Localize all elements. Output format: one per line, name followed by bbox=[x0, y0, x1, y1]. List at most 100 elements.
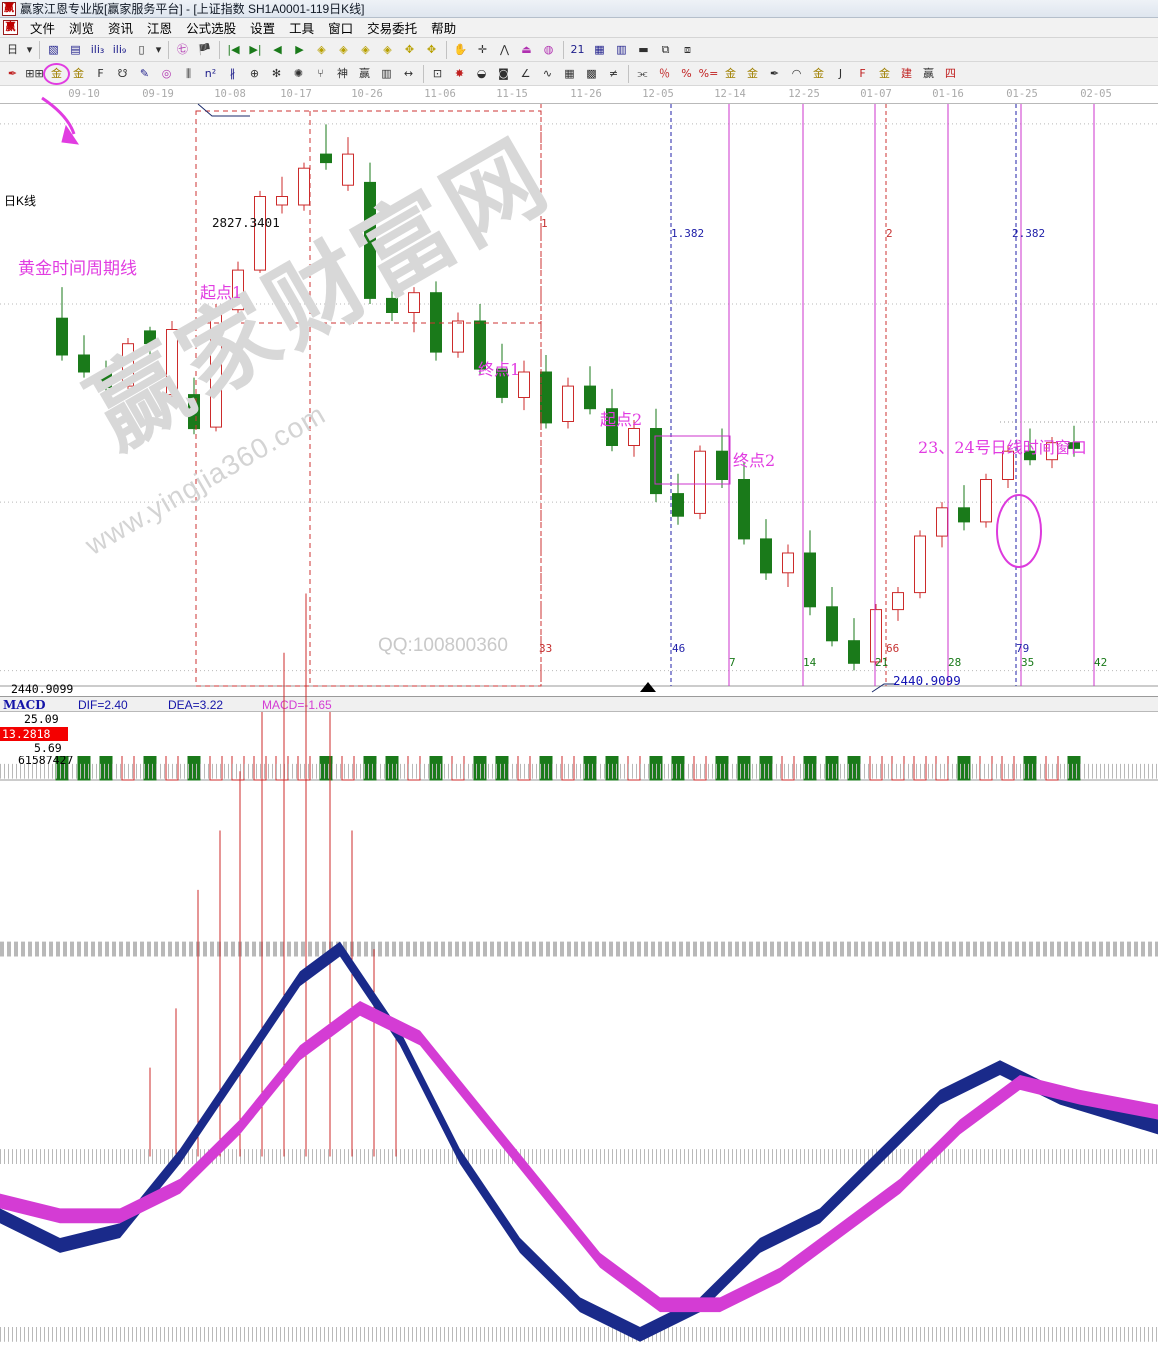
macd-plot[interactable]: 25.09 5.69 bbox=[0, 593, 1158, 1342]
menu-item-gann[interactable]: 江恩 bbox=[147, 22, 173, 36]
calendar-icon[interactable]: 21 bbox=[570, 43, 585, 56]
circle-grid-icon[interactable]: ◎ bbox=[161, 67, 172, 80]
scale-icon[interactable]: ⫘ bbox=[637, 67, 648, 80]
zoom-h2-icon[interactable]: ◈ bbox=[339, 43, 348, 56]
n2-icon[interactable]: n² bbox=[204, 67, 217, 80]
zoom-reset-icon[interactable]: ✥ bbox=[426, 43, 437, 56]
grid-cols-icon[interactable]: ⫼ bbox=[185, 67, 192, 80]
candle-body bbox=[188, 394, 200, 430]
first-page-icon[interactable]: |◀ bbox=[227, 43, 240, 56]
hm-icon[interactable]: ⑂ bbox=[317, 67, 324, 80]
report-icon[interactable]: ▤ bbox=[70, 43, 81, 56]
box-chart-icon[interactable]: ⊡ bbox=[432, 67, 443, 80]
last-page-icon[interactable]: ▶| bbox=[249, 43, 262, 56]
network-icon[interactable]: ⧈ bbox=[684, 43, 691, 56]
menu-item-window[interactable]: 窗口 bbox=[328, 22, 354, 36]
gold-line-icon[interactable]: 金 bbox=[747, 67, 758, 80]
gold-fan2-icon[interactable]: 金 bbox=[879, 67, 890, 80]
indicator-3-icon[interactable]: ili₃ bbox=[90, 43, 105, 56]
zoom-h-icon[interactable]: ◈ bbox=[317, 43, 326, 56]
menu-item-browse[interactable]: 浏览 bbox=[69, 22, 95, 36]
menu-item-tools[interactable]: 工具 bbox=[289, 22, 315, 36]
pen-red-icon[interactable]: ✒ bbox=[7, 67, 18, 80]
prev-icon[interactable]: ◀ bbox=[273, 43, 282, 56]
pen-measure-icon[interactable]: ✒ bbox=[769, 67, 780, 80]
fan-red-icon[interactable]: ✸ bbox=[454, 67, 465, 80]
zigzag-icon[interactable]: ∿ bbox=[542, 67, 553, 80]
fan-circle-icon[interactable]: ◒ bbox=[476, 67, 487, 80]
f-fan-icon[interactable]: F bbox=[859, 67, 866, 80]
zoom-v-icon[interactable]: ◈ bbox=[361, 43, 370, 56]
menu-item-settings[interactable]: 设置 bbox=[250, 22, 276, 36]
gann-f-icon[interactable]: F bbox=[97, 67, 104, 80]
colorflag-icon[interactable]: 🏴 bbox=[197, 43, 212, 56]
crosshair-icon[interactable]: ✛ bbox=[477, 43, 488, 56]
shen-grid-icon[interactable]: 神 bbox=[337, 67, 348, 80]
parallel-icon[interactable]: ≠ bbox=[608, 67, 619, 80]
menu-item-news[interactable]: 资讯 bbox=[108, 22, 134, 36]
macd-canvas bbox=[0, 593, 1158, 1342]
candlestick-plot[interactable]: 赢家财富网 www.yingjia360.com QQ:100800360 黄金… bbox=[0, 96, 1158, 781]
cycle-bottom-label-5: 21 bbox=[875, 656, 889, 669]
ying-fan-icon[interactable]: 赢 bbox=[923, 67, 934, 80]
gold-price-cycle-icon[interactable]: 金 bbox=[73, 67, 84, 80]
period-dropdown-arrow[interactable]: ▾ bbox=[26, 43, 33, 56]
zoom-both-icon[interactable]: ✥ bbox=[404, 43, 415, 56]
spiral-icon[interactable]: ☋ bbox=[117, 67, 128, 80]
ruler-icon[interactable]: ▥ bbox=[381, 67, 392, 80]
gold-time-cycle-icon[interactable]: 金 bbox=[43, 62, 70, 85]
star-icon[interactable]: ✻ bbox=[271, 67, 282, 80]
hand-tool-icon[interactable]: ✋ bbox=[453, 43, 468, 56]
chart-area[interactable]: 09-10 09-19 10-08 10-17 10-26 11-06 11-15 11-26… bbox=[0, 86, 1158, 781]
arc-icon[interactable]: ◠ bbox=[791, 67, 802, 80]
candle-dropdown-arrow[interactable]: ▾ bbox=[155, 43, 162, 56]
si-fan-icon[interactable]: 四 bbox=[945, 67, 956, 80]
angle-icon[interactable]: ∦ bbox=[229, 67, 236, 80]
candle-body bbox=[100, 371, 112, 389]
grid-table-icon[interactable]: ▦ bbox=[594, 43, 605, 56]
multi-chart-icon[interactable]: ▧ bbox=[48, 43, 59, 56]
highlight-ellipse bbox=[43, 62, 70, 85]
price-tag-0: 2827.3401 bbox=[212, 215, 280, 230]
candle-icon[interactable]: ▯ bbox=[138, 43, 145, 56]
period-day-button[interactable]: 日 bbox=[7, 43, 18, 56]
date-tick-12: 01-16 bbox=[932, 88, 964, 100]
indicator-9-icon[interactable]: ili₉ bbox=[112, 43, 127, 56]
date-tick-6: 11-15 bbox=[496, 88, 528, 100]
notebook-icon[interactable]: ▥ bbox=[616, 43, 627, 56]
percent-chart-icon[interactable]: ％ bbox=[659, 67, 670, 80]
menu-item-trade[interactable]: 交易委托 bbox=[367, 22, 418, 36]
gold-ratio-icon[interactable]: 金 bbox=[725, 67, 736, 80]
pen-blue-icon[interactable]: ✎ bbox=[139, 67, 150, 80]
hspan-icon[interactable]: ↔ bbox=[403, 67, 414, 80]
percent-line-icon[interactable]: %= bbox=[698, 67, 719, 80]
percent-icon[interactable]: % bbox=[681, 67, 692, 80]
trend-line-icon[interactable]: ∠ bbox=[520, 67, 531, 80]
menu-item-help[interactable]: 帮助 bbox=[431, 22, 457, 36]
grid-b-icon[interactable]: ▩ bbox=[586, 67, 597, 80]
next-icon[interactable]: ▶ bbox=[295, 43, 304, 56]
gann-grid-icon[interactable]: ⊞⊞ bbox=[25, 67, 44, 80]
draw-line-icon[interactable]: ⋀ bbox=[499, 43, 510, 56]
menu-item-file[interactable]: 文件 bbox=[30, 22, 56, 36]
ying-grid-icon[interactable]: 赢 bbox=[359, 67, 370, 80]
gold-fan-icon[interactable]: 金 bbox=[813, 67, 824, 80]
save-icon[interactable]: ▬ bbox=[638, 43, 649, 56]
jian-fan-icon[interactable]: 建 bbox=[901, 67, 912, 80]
gann-fan-icon[interactable]: ㊆ bbox=[177, 43, 188, 56]
date-tick-3: 10-17 bbox=[280, 88, 312, 100]
macd-y-top: 25.09 bbox=[24, 712, 59, 726]
brain-icon[interactable]: ◍ bbox=[543, 43, 554, 56]
grid-a-icon[interactable]: ▦ bbox=[564, 67, 575, 80]
zoom-v2-icon[interactable]: ◈ bbox=[383, 43, 392, 56]
date-tick-1: 09-19 bbox=[142, 88, 174, 100]
target-icon[interactable]: ⊕ bbox=[249, 67, 260, 80]
copy-icon[interactable]: ⧉ bbox=[661, 43, 670, 56]
j-fan-icon[interactable]: J bbox=[838, 67, 843, 80]
menu-item-formula-stock-pick[interactable]: 公式选股 bbox=[186, 22, 237, 36]
star2-icon[interactable]: ✺ bbox=[293, 67, 304, 80]
draw-shape-icon[interactable]: ⏏ bbox=[521, 43, 532, 56]
fan-box-icon[interactable]: ◙ bbox=[498, 67, 509, 80]
gann-box-1 bbox=[195, 110, 542, 687]
candle-body bbox=[826, 606, 838, 642]
